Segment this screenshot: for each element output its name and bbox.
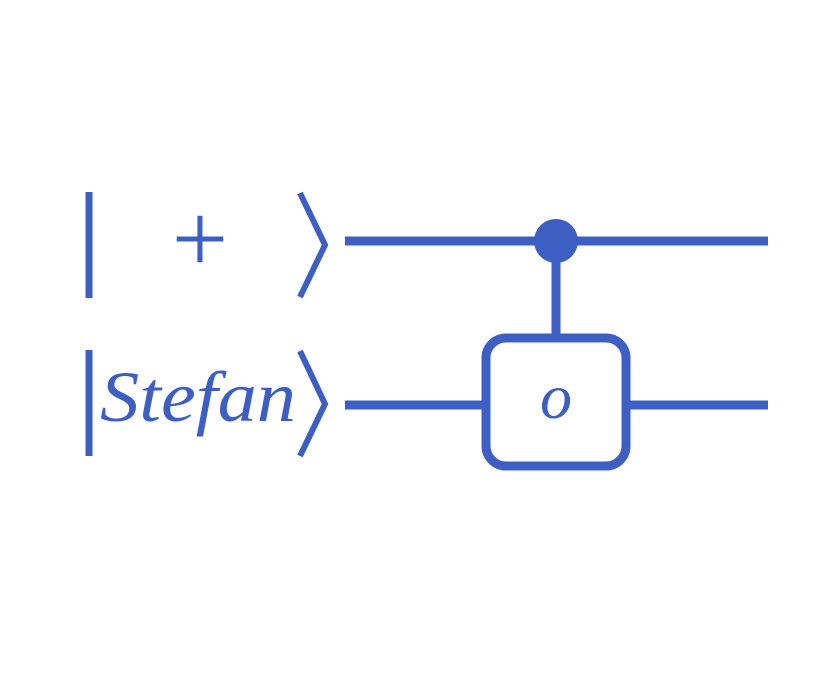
qubit-1-state-label: Stefan — [100, 357, 296, 437]
qubit-1-ket: Stefan — [85, 349, 329, 458]
controlled-gate: o — [481, 219, 631, 471]
target-gate-label: o — [540, 361, 572, 432]
control-dot — [534, 219, 578, 263]
qubit-0-state-label: + — [172, 183, 228, 294]
qubit-0-ket: + — [85, 183, 329, 299]
ket-1-right-angle — [297, 349, 329, 458]
target-gate-box — [481, 333, 631, 471]
ket-0-right-angle — [297, 191, 329, 299]
